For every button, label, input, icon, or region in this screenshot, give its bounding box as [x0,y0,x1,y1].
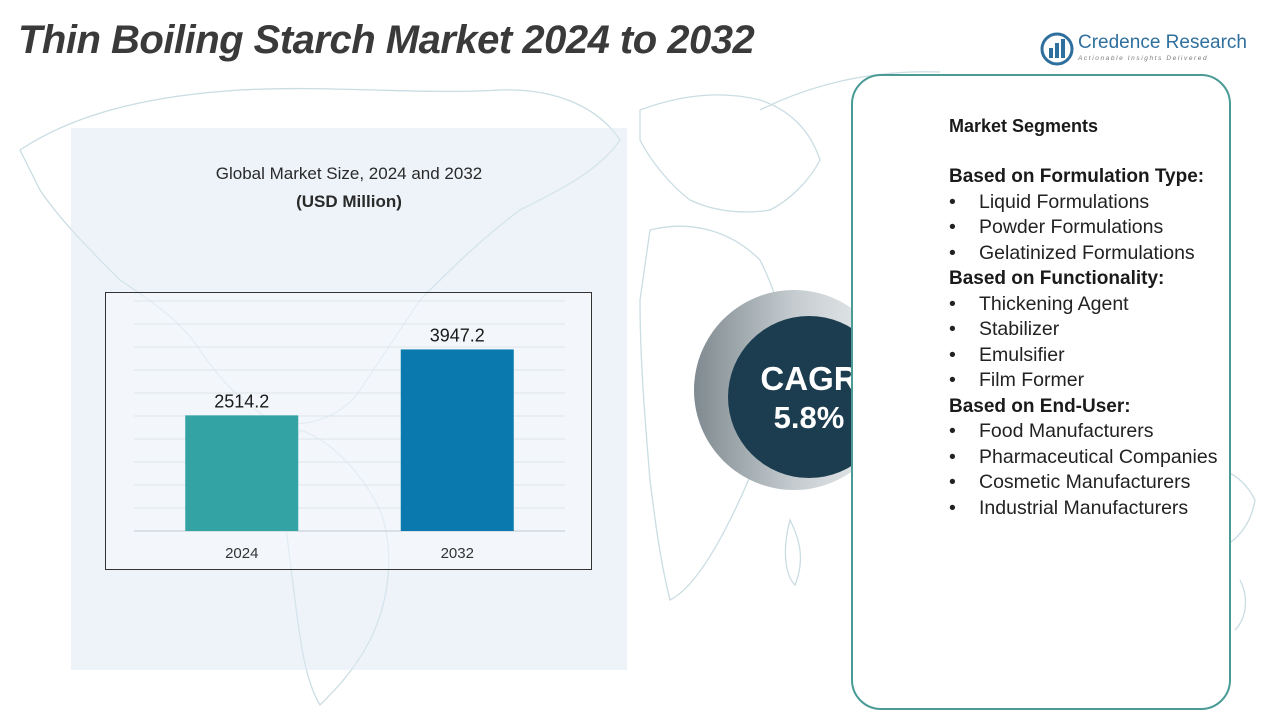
segment-list-end-user: Food Manufacturers Pharmaceutical Compan… [949,419,1219,521]
market-segments-card: Market Segments Based on Formulation Typ… [851,74,1231,710]
segment-list-functionality: Thickening Agent Stabilizer Emulsifier F… [949,292,1219,394]
segment-item: Pharmaceutical Companies [949,445,1219,471]
segment-item: Emulsifier [949,343,1219,369]
value-label-2032: 3947.2 [430,325,485,345]
segment-item: Powder Formulations [949,215,1219,241]
segment-item: Liquid Formulations [949,190,1219,216]
cagr-badge: CAGR 5.8% [694,290,894,490]
bar-chart: 2514.2 3947.2 2024 2032 [105,292,592,570]
segment-item: Gelatinized Formulations [949,241,1219,267]
credence-research-logo: Credence Research Actionable Insights De… [1040,32,1255,68]
segment-list-formulation: Liquid Formulations Powder Formulations … [949,190,1219,267]
chart-value-labels: 2514.2 3947.2 [214,325,485,411]
cagr-value: 5.8% [773,400,845,435]
segment-item: Cosmetic Manufacturers [949,470,1219,496]
segments-title: Market Segments [949,116,1099,136]
x-label-2032: 2032 [441,545,474,562]
logo-name: Credence Research [1078,32,1247,53]
bar-2032 [400,349,514,531]
logo-tagline: Actionable Insights Delivered [1078,55,1209,62]
chart-subtitle: Global Market Size, 2024 and 2032 [215,164,483,183]
segment-heading-end-user: Based on End-User: [949,395,1131,417]
bar-2024 [185,415,299,531]
chart-panel: Global Market Size, 2024 and 2032 (USD M… [71,128,627,670]
chart-unit-label: (USD Million) [296,192,402,211]
x-label-2024: 2024 [225,545,258,562]
value-label-2024: 2514.2 [214,391,269,411]
credence-logo-icon [1040,32,1074,66]
segment-item: Thickening Agent [949,292,1219,318]
segment-item: Food Manufacturers [949,419,1219,445]
segment-heading-formulation: Based on Formulation Type: [949,166,1205,187]
page-title: Thin Boiling Starch Market 2024 to 2032 [18,18,755,62]
chart-bars [185,349,514,531]
market-segments-content: Market Segments Based on Formulation Typ… [949,114,1219,521]
bar-chart-plot: 2514.2 3947.2 2024 2032 [134,300,565,562]
segment-item: Film Former [949,368,1219,394]
segment-item: Stabilizer [949,317,1219,343]
segment-item: Industrial Manufacturers [949,496,1219,522]
segment-heading-functionality: Based on Functionality: [949,268,1165,289]
cagr-label: CAGR [760,360,858,397]
chart-x-labels: 2024 2032 [225,545,474,562]
